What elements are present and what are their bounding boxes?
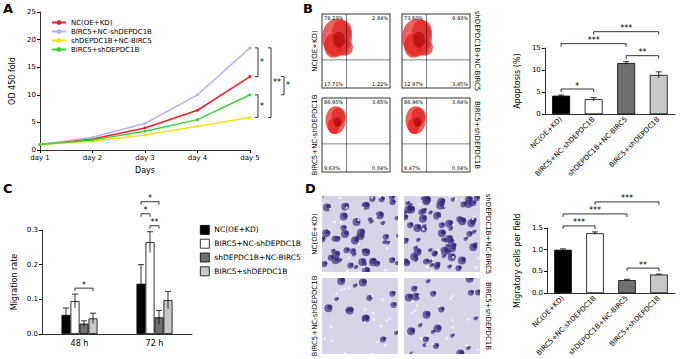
svg-text:0.3: 0.3 [27,226,38,234]
html-text:C: C [3,181,13,196]
svg-text:0.0: 0.0 [27,330,38,338]
svg-text:***: *** [621,194,633,203]
svg-text:72 h: 72 h [146,339,164,348]
svg-text:*: * [148,194,152,203]
svg-text:3.64%: 3.64% [452,99,468,105]
svg-text:20: 20 [27,36,36,44]
svg-text:Apoptosis (%): Apoptosis (%) [513,53,522,109]
svg-text:0: 0 [31,146,36,154]
svg-text:17.71%: 17.71% [324,81,343,87]
svg-text:**: ** [273,78,281,87]
svg-text:86.95%: 86.95% [324,99,343,105]
svg-text:*: * [286,81,290,90]
svg-text:9.63%: 9.63% [324,165,340,171]
svg-text:**: ** [639,261,647,270]
svg-text:BIRC5+shDEPDC1B: BIRC5+shDEPDC1B [608,115,662,169]
svg-text:1.0: 1.0 [532,246,543,254]
svg-text:shDEPDC1B+NC-BIRC5: shDEPDC1B+NC-BIRC5 [71,37,152,45]
svg-text:BIRC5+shDEPDC1B: BIRC5+shDEPDC1B [214,267,287,276]
svg-text:10: 10 [27,91,36,99]
svg-text:Migratory cells per field: Migratory cells per field [513,213,522,308]
svg-text:shDEPDC1B+NC-BIRC5: shDEPDC1B+NC-BIRC5 [567,294,630,357]
svg-text:0.04%: 0.04% [372,165,388,171]
svg-text:NC(OE+KD): NC(OE+KD) [214,225,258,234]
svg-text:5: 5 [536,88,540,96]
svg-text:BIRC5+shDEPDC1B: BIRC5+shDEPDC1B [608,294,662,348]
svg-text:0.1: 0.1 [27,295,38,303]
svg-text:NC(OE+KD): NC(OE+KD) [311,30,319,72]
svg-text:BIRC5+NC-shDEPDC1B: BIRC5+NC-shDEPDC1B [311,94,319,175]
svg-text:73.60%: 73.60% [404,15,423,21]
svg-text:BIRC5+NC-shDEPDC1B: BIRC5+NC-shDEPDC1B [311,275,319,356]
svg-text:OD 450 fold: OD 450 fold [8,57,17,105]
svg-text:2.84%: 2.84% [372,15,388,21]
svg-text:*: * [260,58,264,67]
svg-text:BIRC5+NC-shDEPDC1B: BIRC5+NC-shDEPDC1B [214,239,301,248]
svg-text:NC(OE+KD): NC(OE+KD) [311,213,319,255]
svg-text:BIRC5+NC-shDEPDC1B: BIRC5+NC-shDEPDC1B [535,294,598,357]
svg-text:0.5: 0.5 [532,267,543,275]
svg-text:**: ** [151,218,159,227]
svg-text:NC(OE+KD): NC(OE+KD) [529,115,564,150]
svg-text:5: 5 [32,118,36,126]
svg-text:NC(OE+KD): NC(OE+KD) [531,294,566,329]
svg-text:shDEPDC1B+NC-BIRC5: shDEPDC1B+NC-BIRC5 [484,194,492,275]
svg-text:***: *** [573,218,585,227]
svg-text:day 2: day 2 [83,154,103,162]
svg-text:10: 10 [532,66,541,74]
svg-text:15: 15 [27,63,36,71]
svg-text:BIRC5+NC-shDEPDC1B: BIRC5+NC-shDEPDC1B [534,115,597,178]
svg-text:BIRC5+shDEPDC1B: BIRC5+shDEPDC1B [71,46,139,54]
svg-text:3.45%: 3.45% [452,81,468,87]
svg-text:0.0: 0.0 [532,289,543,297]
html-text:D: D [305,181,316,196]
svg-text:BIRC5+shDEPDC1B: BIRC5+shDEPDC1B [473,101,481,169]
svg-text:shDEPDC1B+NC-BIRC5: shDEPDC1B+NC-BIRC5 [473,11,481,92]
html-text:B: B [303,1,313,16]
svg-text:day 5: day 5 [240,154,260,162]
svg-text:Migration rate: Migration rate [10,254,19,311]
svg-text:BIRC5+shDEPDC1B: BIRC5+shDEPDC1B [484,282,492,350]
svg-text:3.65%: 3.65% [372,99,388,105]
svg-text:86.96%: 86.96% [404,99,423,105]
svg-text:1.5: 1.5 [532,224,543,232]
svg-text:day 4: day 4 [188,154,208,162]
svg-text:**: ** [638,48,646,57]
svg-text:*: * [82,281,86,290]
svg-text:***: *** [588,36,600,45]
svg-text:day 1: day 1 [30,154,50,162]
svg-text:*: * [144,206,148,215]
svg-text:shDEPDC1B+NC-BIRC5: shDEPDC1B+NC-BIRC5 [214,253,301,262]
svg-text:12.97%: 12.97% [404,81,423,87]
svg-text:15: 15 [532,44,541,52]
svg-text:8.47%: 8.47% [404,165,420,171]
svg-text:day 3: day 3 [135,154,155,162]
svg-text:0.2: 0.2 [27,261,38,269]
svg-text:25: 25 [27,8,36,16]
svg-text:48 h: 48 h [71,339,89,348]
svg-text:NC(OE+KD): NC(OE+KD) [71,19,113,27]
svg-text:***: *** [620,24,632,33]
svg-text:BIRC5+NC-shDEPDC1B: BIRC5+NC-shDEPDC1B [71,28,152,36]
svg-text:Days: Days [135,166,155,175]
svg-text:1.22%: 1.22% [372,81,388,87]
svg-text:9.93%: 9.93% [452,15,468,21]
html-text:A: A [3,1,14,16]
svg-text:***: *** [589,206,601,215]
svg-text:shDEPDC1B+NC-BIRC5: shDEPDC1B+NC-BIRC5 [566,115,629,178]
svg-text:0: 0 [536,110,540,118]
svg-text:*: * [260,102,264,111]
svg-text:0.04%: 0.04% [452,165,468,171]
svg-text:78.23%: 78.23% [324,15,343,21]
svg-text:*: * [575,82,579,91]
